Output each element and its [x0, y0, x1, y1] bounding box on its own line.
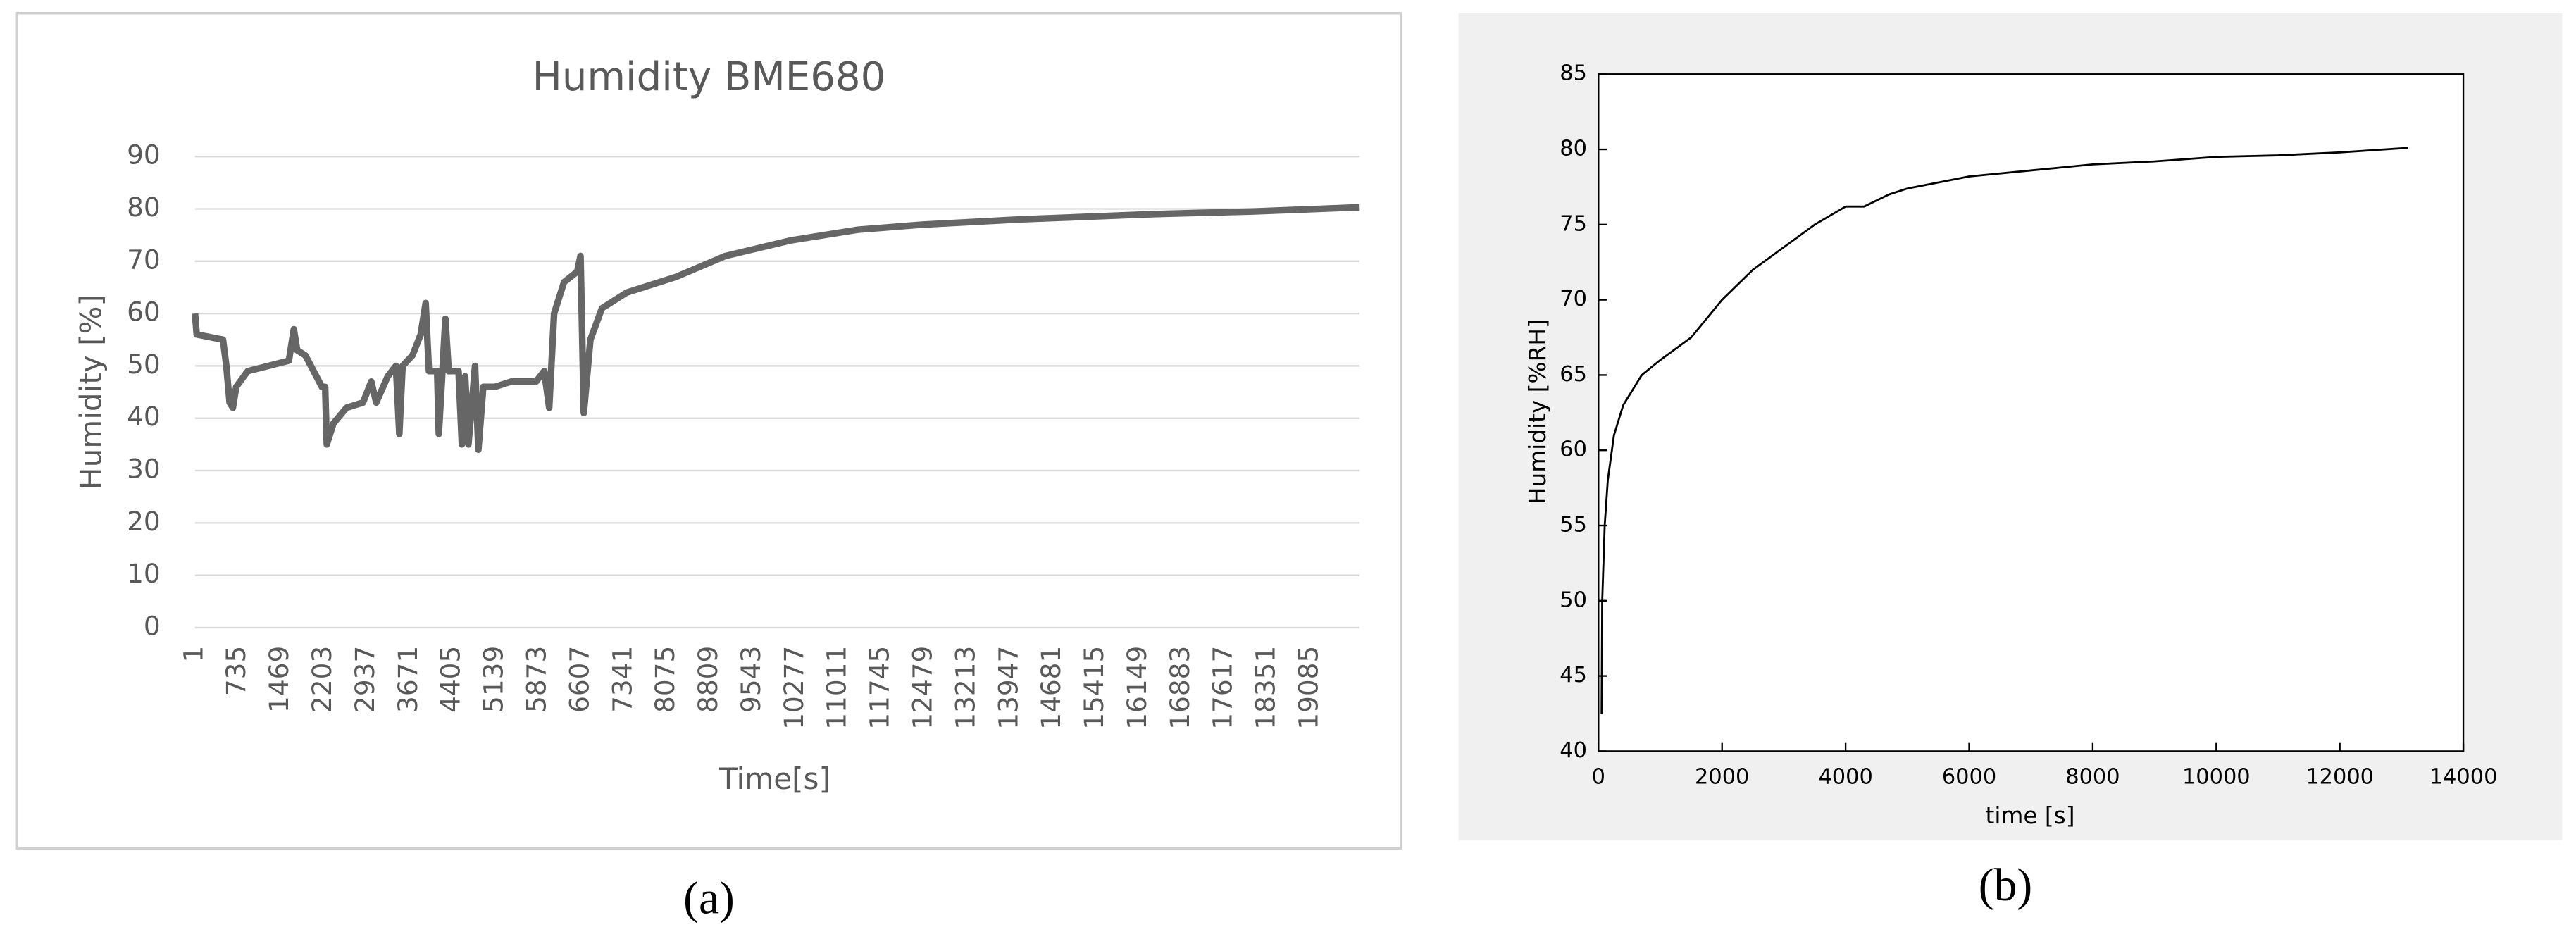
caption: (b): [1979, 860, 2032, 911]
x-tick-label: 6000: [1942, 764, 1996, 789]
x-tick-label: 13947: [993, 646, 1023, 730]
y-tick-label: 40: [1560, 738, 1587, 763]
x-tick-label: 7341: [606, 646, 637, 713]
y-tick-label: 85: [1560, 61, 1587, 86]
y-tick-label: 30: [127, 454, 161, 485]
chart-a: Humidity BME680 Humidity [%] Time[s] 0 10…: [15, 11, 1402, 850]
y-tick-label: 60: [127, 297, 161, 328]
y-tick-label: 55: [1560, 513, 1587, 537]
x-tick-label: 12000: [2306, 764, 2374, 789]
x-tick-label: 4000: [1818, 764, 1872, 789]
x-tick-label: 16149: [1121, 646, 1152, 730]
x-tick-label: 2000: [1695, 764, 1749, 789]
y-tick-label: 60: [1560, 437, 1587, 462]
y-tick-label: 70: [127, 244, 161, 275]
line: [1600, 147, 2408, 714]
x-tick-label: 0: [1592, 764, 1605, 789]
x-tick-label: 16883: [1164, 646, 1195, 730]
x-tick-label: 735: [220, 646, 251, 696]
x-tick-label: 12479: [907, 646, 938, 730]
x-axis-label: Time[s]: [718, 761, 830, 796]
x-tick-label: 2937: [349, 646, 380, 713]
x-tick-label: 17617: [1207, 646, 1238, 730]
x-tick-label: 10277: [778, 646, 809, 730]
x-tick-label: 14000: [2429, 764, 2498, 789]
y-tick-label: 50: [127, 349, 161, 380]
y-tick-label: 65: [1560, 362, 1587, 387]
y-tick-label: 70: [1560, 287, 1587, 311]
chart-a-frame: [15, 11, 1402, 850]
chart-b: Humidity [%RH] time [s] 40 45 50 55 60 65 70 75…: [1458, 13, 2563, 840]
x-tick-label: 1469: [263, 646, 294, 713]
x-tick-label: 6607: [564, 646, 595, 713]
y-tick-label: 0: [144, 611, 161, 642]
x-tick-label: 14681: [1035, 646, 1066, 730]
line: [192, 204, 1360, 454]
y-tick-label: 40: [127, 401, 161, 432]
x-tick-label: 8075: [649, 646, 680, 713]
y-tick-label: 50: [1560, 587, 1587, 612]
x-tick-label: 10000: [2182, 764, 2251, 789]
x-axis-label: time [s]: [1986, 802, 2075, 829]
chart-title: Humidity BME680: [533, 54, 886, 100]
y-axis-label: Humidity [%RH]: [1524, 319, 1551, 504]
x-tick-label: 8809: [692, 646, 723, 713]
x-tick-label: 2203: [306, 646, 337, 713]
caption: (a): [683, 873, 735, 924]
x-tick-label: 5139: [478, 646, 509, 713]
x-tick-label: 3671: [392, 646, 423, 713]
y-tick-label: 80: [1560, 137, 1587, 161]
x-tick-label: 9543: [735, 646, 766, 713]
x-tick-label: 1: [178, 646, 209, 663]
x-tick-label: 13213: [950, 646, 981, 730]
x-tick-label: 5873: [521, 646, 552, 713]
x-tick-label: 11011: [821, 646, 852, 730]
y-tick-label: 45: [1560, 663, 1587, 688]
y-tick-label: 90: [127, 139, 161, 170]
x-tick-label: 15415: [1078, 646, 1109, 730]
x-tick-label: 18351: [1250, 646, 1281, 730]
y-tick-label: 75: [1560, 211, 1587, 236]
x-tick-label: 19085: [1293, 646, 1324, 730]
plot-area: [1598, 73, 2465, 752]
x-tick-label: 11745: [864, 646, 895, 730]
y-tick-label: 20: [127, 506, 161, 537]
x-tick-label: 4405: [435, 646, 466, 713]
y-tick-label: 80: [127, 192, 161, 223]
x-tick-label: 8000: [2065, 764, 2120, 789]
y-axis-label: Humidity [%]: [73, 294, 108, 490]
y-tick-label: 10: [127, 558, 161, 589]
